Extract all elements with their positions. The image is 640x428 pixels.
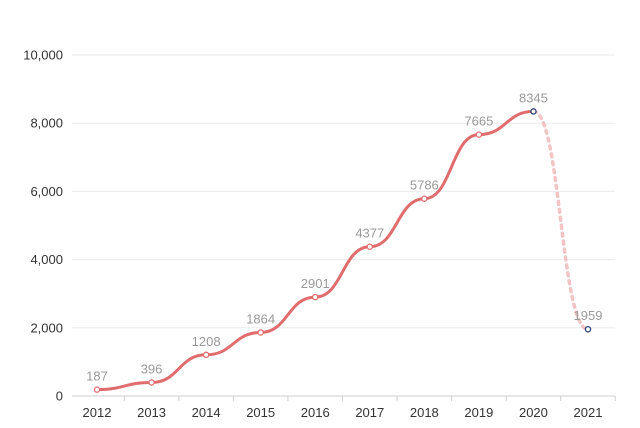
data-point-marker[interactable] — [311, 293, 319, 301]
x-tick-label: 2013 — [137, 405, 166, 420]
data-point-marker[interactable] — [93, 386, 101, 393]
y-tick-label: 10,000 — [23, 48, 63, 63]
data-label: 7665 — [464, 114, 493, 129]
data-label: 1208 — [192, 334, 221, 349]
data-point-marker[interactable] — [530, 108, 537, 115]
data-label: 2901 — [301, 276, 330, 291]
data-point-marker[interactable] — [421, 195, 428, 202]
series-line — [95, 109, 535, 392]
data-label: 1959 — [574, 308, 603, 323]
data-point-marker[interactable] — [202, 351, 210, 359]
data-label: 5786 — [410, 178, 439, 193]
data-point-marker[interactable] — [148, 379, 155, 386]
series-line-projected — [531, 109, 590, 331]
data-label: 1864 — [246, 311, 275, 326]
y-tick-label: 0 — [56, 389, 63, 404]
y-tick-label: 6,000 — [30, 184, 63, 199]
y-tick-label: 2,000 — [30, 320, 63, 335]
axes: 0 2,000 4,000 6,000 8,000 10,000 2012 2013 2014 2… — [23, 48, 616, 420]
x-tick-label: 2019 — [464, 405, 493, 420]
data-label: 396 — [141, 361, 163, 376]
x-tick-label: 2020 — [519, 405, 548, 420]
grid — [72, 54, 615, 329]
data-point-marker[interactable] — [257, 329, 264, 336]
data-point-marker[interactable] — [584, 325, 592, 333]
x-tick-label: 2017 — [355, 405, 384, 420]
x-tick-label: 2018 — [410, 405, 439, 420]
x-tick-label: 2012 — [83, 405, 112, 420]
data-label: 187 — [86, 369, 108, 384]
data-labels: 187 396 1208 1864 2901 4377 5786 7665 8345 1959 — [86, 90, 602, 383]
series — [95, 109, 590, 392]
x-tick-label: 2016 — [301, 405, 330, 420]
data-label: 8345 — [519, 90, 548, 105]
data-label: 4377 — [355, 226, 384, 241]
markers — [93, 108, 592, 393]
y-tick-label: 4,000 — [30, 252, 63, 267]
data-point-marker[interactable] — [475, 131, 483, 138]
x-tick-label: 2014 — [192, 405, 221, 420]
data-point-marker[interactable] — [366, 243, 374, 250]
x-tick-label: 2021 — [574, 405, 603, 420]
y-tick-label: 8,000 — [30, 116, 63, 131]
x-tick-label: 2015 — [246, 405, 275, 420]
